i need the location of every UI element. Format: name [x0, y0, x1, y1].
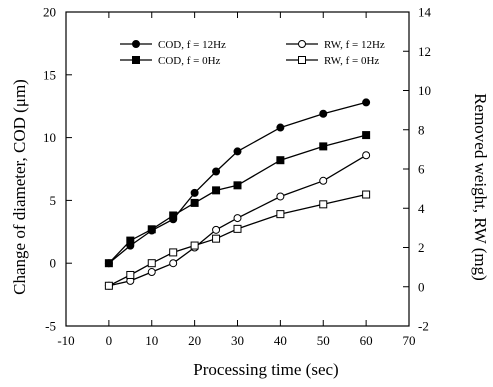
legend: COD, f = 12Hz COD, f = 0Hz RW, f = 12Hz RW,…: [120, 39, 385, 67]
y-left-tick-label: 5: [50, 193, 57, 208]
y-axis-right-title: Removed weight, RW (mg): [471, 93, 490, 281]
y-left-tick-label: 10: [43, 130, 56, 145]
legend-label: RW, f = 12Hz: [324, 39, 385, 51]
y-right-tick-label: 14: [418, 5, 432, 20]
series-2: [104, 131, 371, 268]
series-line: [108, 101, 367, 264]
data-point: [212, 225, 221, 234]
y-right-tick-label: 8: [418, 122, 425, 137]
y-right-tick-label: 2: [418, 240, 425, 255]
data-point: [147, 268, 156, 277]
data-point: [319, 142, 328, 151]
data-point: [104, 281, 113, 290]
x-tick-label: 70: [403, 333, 416, 348]
y-right-tick-label: 12: [418, 44, 431, 59]
series-line: [108, 154, 367, 287]
x-tick-label: 20: [188, 333, 201, 348]
data-point: [126, 270, 135, 279]
legend-marker: [132, 56, 140, 64]
x-tick-label: 0: [106, 333, 113, 348]
data-point: [147, 259, 156, 268]
legend-label: RW, f = 0Hz: [324, 55, 379, 67]
data-point: [147, 225, 156, 234]
legend-label: COD, f = 12Hz: [158, 39, 226, 51]
data-point: [276, 210, 285, 219]
data-point: [362, 98, 371, 107]
data-point: [169, 248, 178, 257]
x-tick-label: 40: [274, 333, 287, 348]
x-tick-label: -10: [57, 333, 74, 348]
data-point: [233, 181, 242, 190]
data-point: [212, 186, 221, 195]
data-point: [362, 131, 371, 140]
legend-item: COD, f = 12Hz: [120, 39, 226, 51]
series-line: [108, 193, 367, 287]
y-right-tick-label: -2: [418, 319, 429, 334]
data-point: [319, 200, 328, 209]
legend-marker: [298, 56, 306, 64]
x-axis-title: Processing time (sec): [193, 360, 338, 379]
y-axis-left-title: Change of diameter, COD (μm): [10, 79, 29, 295]
data-point: [190, 241, 199, 250]
series-layer: [104, 98, 371, 290]
x-tick-label: 30: [231, 333, 244, 348]
legend-item: COD, f = 0Hz: [120, 55, 221, 67]
y-right-tick-label: 6: [418, 162, 425, 177]
y-right-tick-label: 0: [418, 279, 425, 294]
y-right-tick-label: 10: [418, 83, 431, 98]
data-point: [319, 176, 328, 185]
y-left-tick-label: -5: [45, 319, 56, 334]
legend-marker: [132, 40, 140, 48]
x-tick-label: 60: [360, 333, 373, 348]
data-point: [233, 224, 242, 233]
data-point: [276, 156, 285, 165]
series-line: [108, 134, 367, 264]
series-3: [104, 151, 371, 290]
data-point: [212, 167, 221, 176]
legend-label: COD, f = 0Hz: [158, 55, 221, 67]
legend-marker: [298, 40, 306, 48]
data-point: [190, 198, 199, 207]
y-left-tick-label: 20: [43, 5, 56, 20]
x-tick-label: 10: [145, 333, 158, 348]
legend-item: RW, f = 12Hz: [286, 39, 385, 51]
data-point: [233, 214, 242, 223]
data-point: [276, 123, 285, 132]
data-point: [190, 188, 199, 197]
data-point: [319, 109, 328, 118]
data-point: [362, 151, 371, 160]
data-point: [276, 192, 285, 201]
data-point: [233, 147, 242, 156]
x-tick-label: 50: [317, 333, 330, 348]
y-left-tick-label: 0: [50, 256, 57, 271]
y-left-tick-label: 15: [43, 67, 56, 82]
data-point: [104, 259, 113, 268]
data-point: [169, 259, 178, 268]
y-right-tick-label: 4: [418, 201, 425, 216]
data-point: [212, 234, 221, 243]
data-point: [362, 190, 371, 199]
legend-item: RW, f = 0Hz: [286, 55, 379, 67]
data-point: [126, 236, 135, 245]
data-point: [169, 211, 178, 220]
series-4: [104, 190, 371, 290]
ticks-layer: -10 0 10 20 30 40 50 60 70 -5 0 5 10 15 20 -2 0 2 4 6 8 10 12 1…: [43, 5, 432, 349]
